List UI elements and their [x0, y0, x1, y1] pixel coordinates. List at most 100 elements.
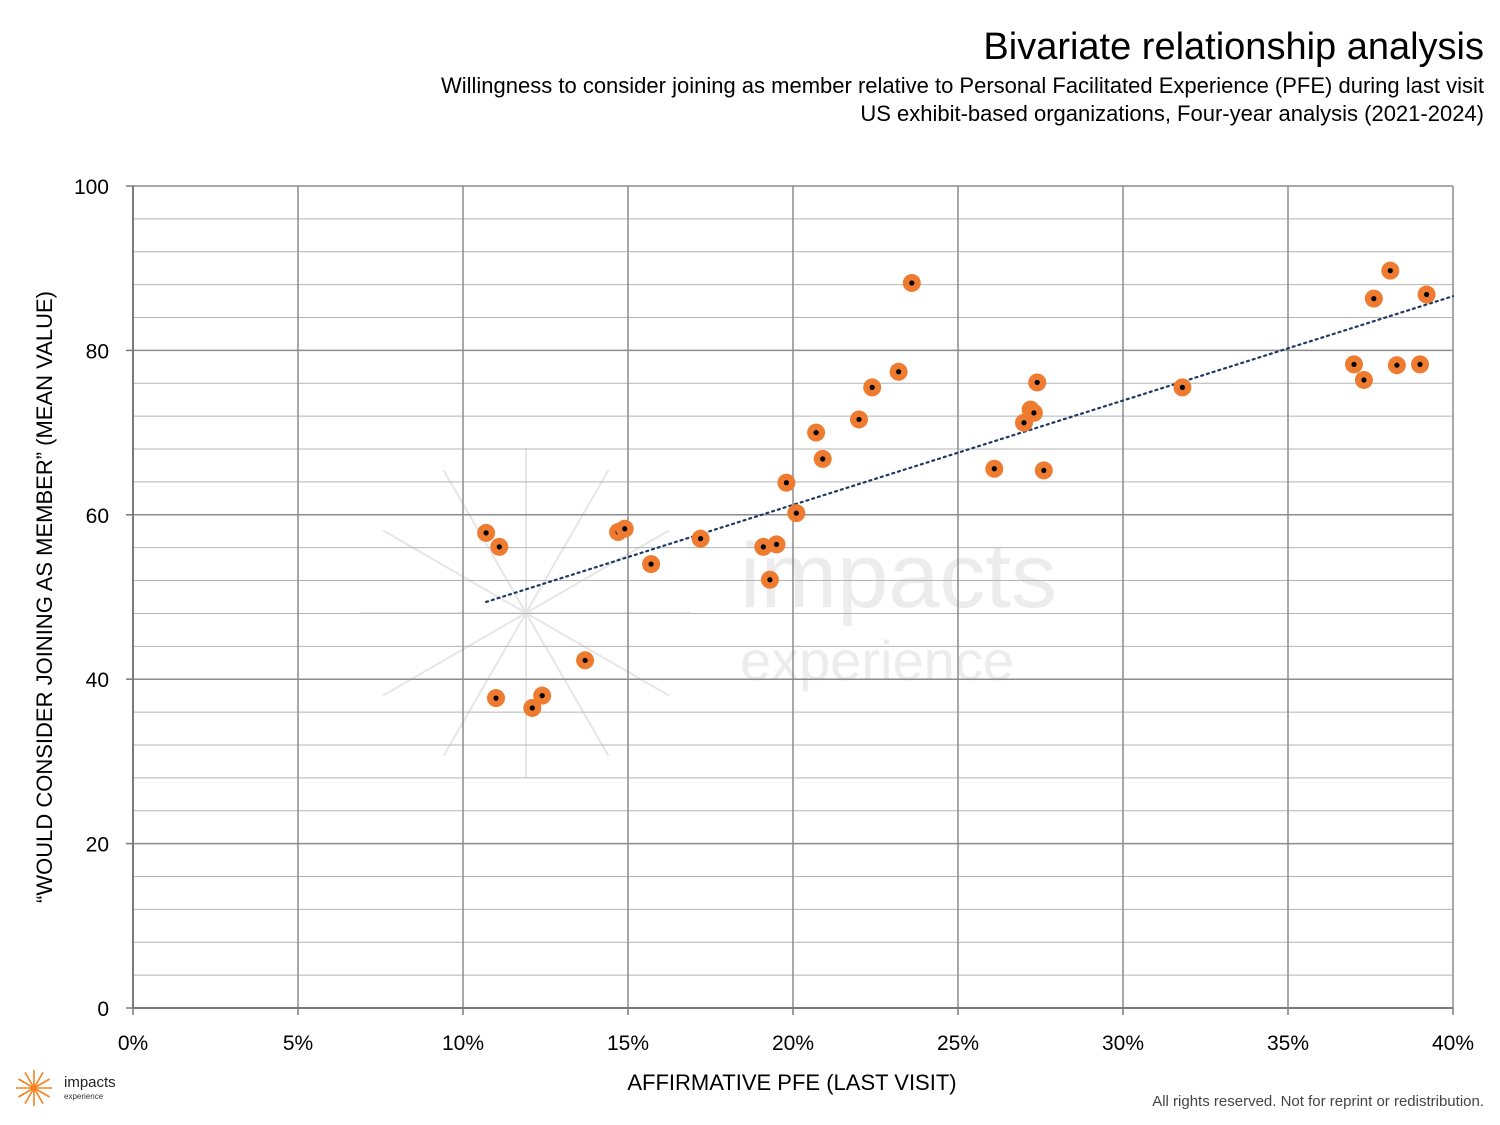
- data-point: [1034, 461, 1053, 480]
- watermark-ray: [442, 612, 527, 757]
- data-point: [533, 686, 552, 705]
- data-point-center: [820, 456, 826, 462]
- data-point: [1387, 356, 1406, 375]
- watermark-ray: [525, 529, 670, 614]
- data-point-center: [1351, 361, 1357, 367]
- logo-ray: [24, 1072, 35, 1089]
- data-point: [807, 423, 826, 442]
- data-point-center: [909, 280, 915, 286]
- watermark-ray: [525, 612, 670, 697]
- data-point-center: [773, 541, 780, 547]
- y-tick-label: 80: [86, 340, 109, 363]
- data-point-center: [1371, 296, 1377, 302]
- logo-tagline: experience: [64, 1092, 104, 1101]
- data-point-center: [582, 657, 588, 663]
- data-point-center: [856, 416, 862, 423]
- data-point-center: [1041, 467, 1047, 474]
- data-point: [615, 519, 634, 538]
- data-point-center: [648, 561, 654, 567]
- chart-subtitle: Willingness to consider joining as membe…: [440, 73, 1484, 98]
- data-point-center: [1424, 291, 1430, 298]
- data-point: [642, 555, 661, 574]
- data-point-center: [1387, 268, 1393, 274]
- data-point-center: [496, 544, 502, 550]
- data-point: [787, 504, 806, 523]
- data-point-center: [622, 526, 628, 532]
- logo-name: impacts: [64, 1074, 116, 1091]
- data-point: [1354, 370, 1373, 389]
- data-point-center: [539, 693, 545, 699]
- y-axis-label: “WOULD CONSIDER JOINING AS MEMBER” (MEAN…: [32, 291, 57, 903]
- data-point-center: [1021, 420, 1027, 426]
- watermark-ray: [525, 612, 610, 757]
- x-axis-ticks: 0% 5% 10% 15% 20% 25% 30% 35% 40%: [118, 1032, 1474, 1055]
- data-point-center: [1034, 379, 1040, 386]
- data-point: [1345, 355, 1363, 374]
- data-point: [1417, 285, 1436, 304]
- data-point-center: [783, 480, 790, 486]
- data-point-center: [813, 430, 819, 436]
- x-tick-label: 0%: [118, 1032, 148, 1055]
- chart-grid: [126, 185, 1454, 1015]
- data-point: [985, 459, 1004, 478]
- logo-ray: [18, 1078, 35, 1089]
- data-point-center: [1031, 410, 1037, 416]
- watermark-ray: [525, 469, 610, 614]
- data-point-center: [698, 536, 704, 542]
- data-point-center: [793, 510, 799, 516]
- logo-ray: [18, 1087, 35, 1098]
- y-tick-label: 0: [97, 998, 109, 1021]
- data-point: [889, 362, 908, 381]
- data-point: [576, 651, 595, 670]
- data-point-center: [1394, 362, 1400, 368]
- chart-subtitle-sample: US exhibit-based organizations, Four-yea…: [860, 101, 1484, 126]
- data-point: [1028, 373, 1047, 392]
- x-tick-label: 35%: [1267, 1032, 1309, 1055]
- sunburst-icon: [16, 1070, 52, 1106]
- y-tick-label: 40: [86, 669, 109, 692]
- data-point: [760, 570, 779, 589]
- data-point: [813, 449, 832, 468]
- impacts-logo: impacts experience: [12, 1066, 152, 1110]
- data-point-center: [493, 695, 499, 701]
- chart-title: Bivariate relationship analysis: [983, 26, 1484, 68]
- data-point-center: [869, 384, 875, 390]
- data-point: [863, 378, 882, 397]
- logo-ray: [24, 1087, 35, 1104]
- data-point-center: [991, 466, 997, 472]
- data-points: [477, 261, 1436, 717]
- x-tick-label: 30%: [1102, 1032, 1144, 1055]
- x-tick-label: 40%: [1432, 1032, 1474, 1055]
- data-point: [1364, 289, 1383, 308]
- data-point: [902, 273, 921, 292]
- data-point-center: [483, 530, 489, 536]
- data-point: [490, 537, 509, 556]
- data-point-center: [1361, 377, 1367, 383]
- data-point-center: [767, 577, 773, 583]
- x-tick-label: 20%: [772, 1032, 814, 1055]
- logo-ray: [33, 1087, 44, 1104]
- x-tick-label: 25%: [937, 1032, 979, 1055]
- data-point: [487, 689, 505, 708]
- data-point: [1024, 403, 1043, 422]
- y-tick-label: 60: [86, 505, 109, 528]
- data-point-center: [1179, 384, 1185, 390]
- data-point-center: [529, 705, 535, 711]
- data-point: [691, 529, 710, 548]
- watermark-subtext: experience: [740, 629, 1014, 692]
- data-point-center: [760, 544, 766, 550]
- logo-ray: [33, 1072, 44, 1089]
- trendline-layer: [485, 295, 1455, 604]
- data-point: [523, 698, 542, 717]
- y-tick-label: 20: [86, 834, 109, 857]
- data-point: [477, 523, 496, 542]
- watermark-text: impacts: [740, 525, 1057, 627]
- copyright-notice: All rights reserved. Not for reprint or …: [1152, 1093, 1484, 1110]
- data-point: [1173, 378, 1192, 397]
- logo-ray: [33, 1087, 50, 1098]
- watermark-ray: [382, 612, 527, 697]
- x-tick-label: 5%: [283, 1032, 313, 1055]
- x-tick-label: 10%: [442, 1032, 484, 1055]
- data-point: [1381, 261, 1400, 280]
